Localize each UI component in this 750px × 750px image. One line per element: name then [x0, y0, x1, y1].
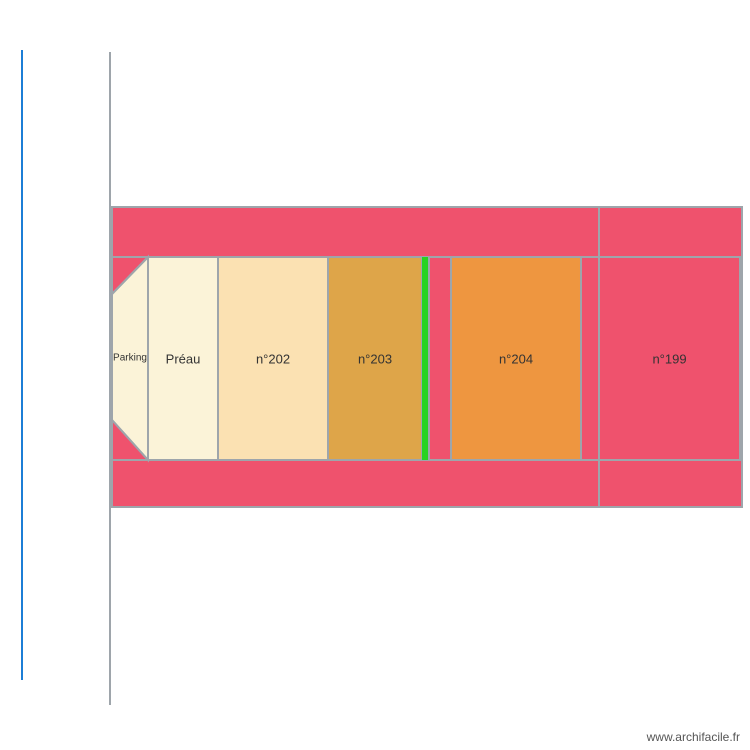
room-gap — [429, 257, 451, 460]
room-label-n199: n°199 — [652, 351, 686, 366]
floorplan-canvas — [0, 0, 750, 750]
room-label-parking: Parking — [113, 352, 147, 363]
room-label-n204: n°204 — [499, 351, 533, 366]
room-label-preau: Préau — [166, 351, 201, 366]
watermark-text: www.archifacile.fr — [647, 730, 740, 744]
room-label-n203: n°203 — [358, 351, 392, 366]
room-label-n202: n°202 — [256, 351, 290, 366]
